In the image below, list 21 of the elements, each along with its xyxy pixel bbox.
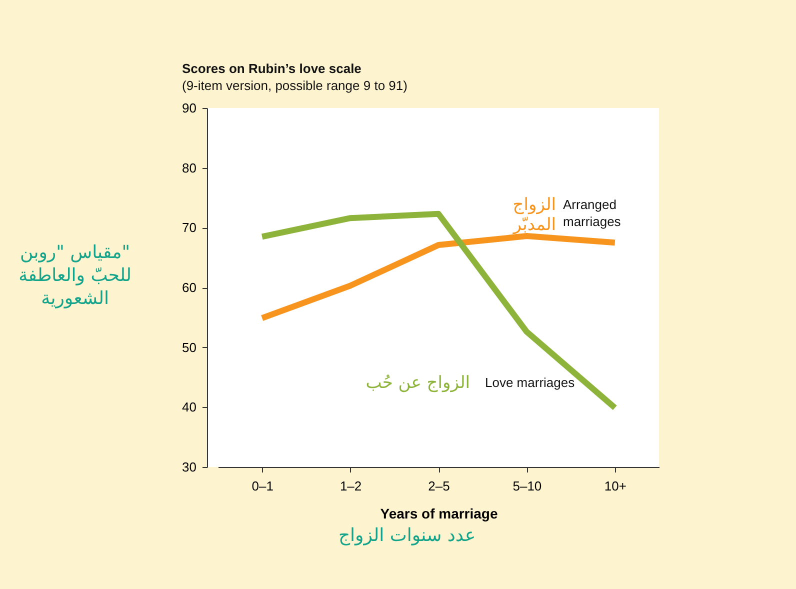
- chart-title: Scores on Rubin’s love scale: [182, 61, 362, 76]
- text: عدد سنوات الزواج: [338, 525, 476, 546]
- x-tick-label: 0–1: [252, 478, 274, 494]
- y-tick-label: 90: [182, 100, 196, 116]
- x-axis-title: Years of marriage: [380, 506, 498, 522]
- chart-subtitle: (9-item version, possible range 9 to 91): [182, 78, 408, 93]
- y-tick-label: 60: [182, 280, 196, 295]
- annotation: الزواج المدبّر: [512, 195, 556, 235]
- y-tick-label: 40: [182, 400, 196, 415]
- x-tick-label: 10+: [604, 478, 626, 494]
- y-tick-label: 80: [182, 160, 196, 176]
- y-tick-label: 30: [182, 460, 196, 474]
- y-axis-title: مقياس "روبن" للحبّ والعاطفة الشعورية: [18, 242, 132, 309]
- x-tick-label: 1–2: [340, 478, 362, 494]
- series-label: Arranged marriages: [563, 197, 622, 229]
- y-tick-label: 50: [182, 340, 196, 355]
- series-label: Love marriages: [485, 375, 576, 390]
- x-tick-label: 2–5: [428, 478, 450, 494]
- y-tick-label: 70: [182, 220, 196, 236]
- x-tick-label: 5–10: [512, 478, 542, 494]
- annotation: الزواج عن حُب: [366, 373, 470, 393]
